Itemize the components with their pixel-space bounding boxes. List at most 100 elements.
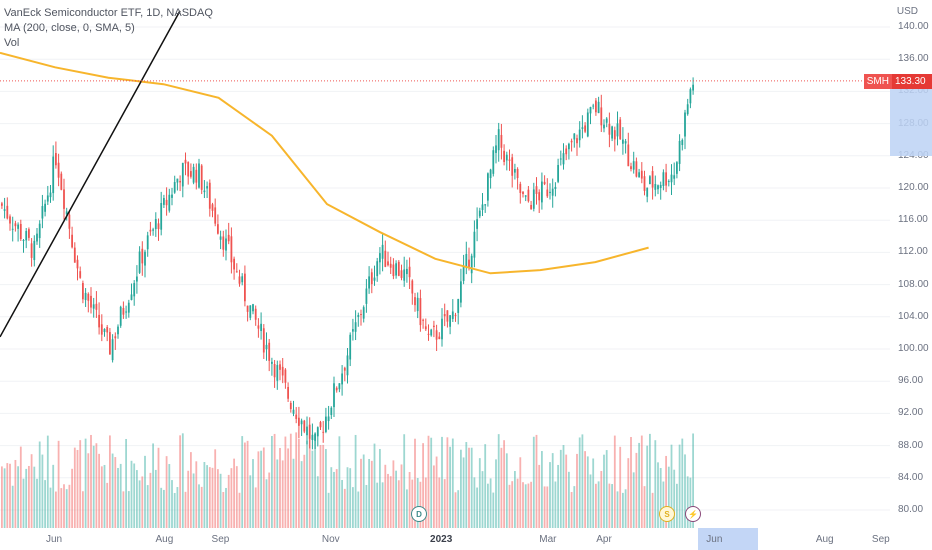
candle-body: [600, 107, 603, 126]
candle-body: [79, 271, 82, 278]
volume-bar: [462, 457, 465, 528]
volume-bar: [28, 465, 30, 528]
volume-bar: [100, 466, 103, 528]
candle-body: [646, 187, 649, 197]
volume-bar: [235, 466, 238, 528]
candle-body: [165, 199, 168, 206]
volume-bar: [646, 445, 649, 528]
volume-bar: [206, 465, 208, 528]
candle-body: [36, 233, 38, 242]
volume-bar: [649, 433, 651, 528]
candle-body: [473, 231, 476, 258]
volume-bar: [141, 476, 144, 528]
volume-bar: [60, 488, 63, 528]
dividend-event-icon[interactable]: D: [411, 506, 427, 522]
candle-body: [271, 361, 273, 364]
volume-bar: [546, 486, 549, 528]
volume-bar: [30, 454, 33, 528]
volume-bar: [659, 468, 662, 528]
volume-bar: [11, 485, 14, 528]
price-tick-label: 112.00: [898, 246, 928, 258]
candle-body: [233, 258, 235, 270]
candle-body: [19, 223, 22, 240]
candle-body: [252, 304, 254, 312]
volume-bar: [584, 451, 586, 528]
candle-body: [303, 420, 306, 432]
volume-bar: [576, 453, 578, 528]
volume-bar: [257, 451, 260, 528]
candle-body: [268, 342, 271, 361]
candle-body: [559, 158, 562, 160]
candle-body: [125, 311, 127, 313]
volume-bar: [57, 440, 60, 528]
candle-body: [686, 104, 689, 115]
candle-body: [424, 326, 427, 330]
volume-bar: [395, 470, 397, 528]
candle-body: [443, 314, 446, 317]
volume-bar: [73, 447, 76, 528]
legend-title: VanEck Semiconductor ETF, 1D, NASDAQ: [4, 7, 213, 19]
volume-bar: [41, 454, 44, 528]
volume-bar: [17, 466, 19, 528]
candle-body: [257, 325, 260, 329]
time-axis[interactable]: Jun Aug Sep Nov 2023 Mar Apr Jun Aug Sep: [0, 528, 890, 550]
candle-body: [476, 219, 478, 229]
volume-bar: [214, 449, 217, 528]
candle-body: [654, 184, 657, 190]
candle-body: [200, 165, 203, 190]
volume-bar: [76, 449, 79, 528]
volume-bar: [322, 444, 325, 528]
candle-body: [578, 129, 581, 141]
candle-body: [457, 299, 460, 313]
candle-body: [284, 369, 287, 383]
candle-body: [222, 236, 225, 250]
volume-bar: [125, 438, 127, 528]
volume-bar: [603, 454, 605, 528]
candle-body: [576, 138, 578, 144]
candle-body: [184, 159, 187, 164]
candle-body: [524, 195, 527, 197]
volume-bar: [427, 435, 430, 528]
candle-body: [433, 325, 435, 327]
time-tick-label: Aug: [815, 534, 834, 545]
volume-bar: [179, 435, 181, 528]
price-tick-label: 100.00: [898, 343, 929, 354]
volume-bar: [541, 451, 543, 528]
split-event-icon[interactable]: S: [659, 506, 675, 522]
volume-bar: [44, 480, 46, 528]
candle-body: [468, 259, 470, 268]
volume-bar: [308, 438, 311, 528]
price-tick-label: 140.00: [898, 21, 929, 32]
volume-bar: [643, 486, 646, 528]
volume-bar: [368, 459, 370, 528]
candle-body: [141, 248, 144, 264]
volume-bar: [449, 446, 451, 528]
volume-bar: [387, 473, 389, 528]
candle-body: [103, 328, 106, 332]
volume-bar: [165, 456, 168, 528]
volume-bar: [119, 463, 122, 528]
candle-body: [206, 186, 208, 189]
candle-body: [649, 176, 651, 185]
volume-bar: [33, 466, 36, 528]
volume-bar: [638, 442, 640, 528]
candle-body: [365, 288, 368, 304]
volume-bar: [276, 459, 279, 528]
time-tick-label: Jun: [45, 534, 63, 545]
price-plot[interactable]: [0, 0, 890, 528]
volume-bar: [630, 437, 632, 528]
candle-body: [586, 112, 589, 137]
candle-body: [82, 283, 84, 300]
volume-bar: [319, 445, 322, 528]
candle-body: [530, 204, 532, 210]
volume-bar: [535, 434, 538, 528]
candle-body: [538, 192, 541, 201]
news-event-icon[interactable]: ⚡: [685, 506, 701, 522]
candle-body: [311, 434, 314, 440]
candle-body: [670, 174, 673, 183]
candle-body: [592, 105, 595, 107]
volume-bar: [595, 483, 597, 528]
candle-body: [306, 426, 308, 436]
volume-bar: [36, 478, 38, 528]
